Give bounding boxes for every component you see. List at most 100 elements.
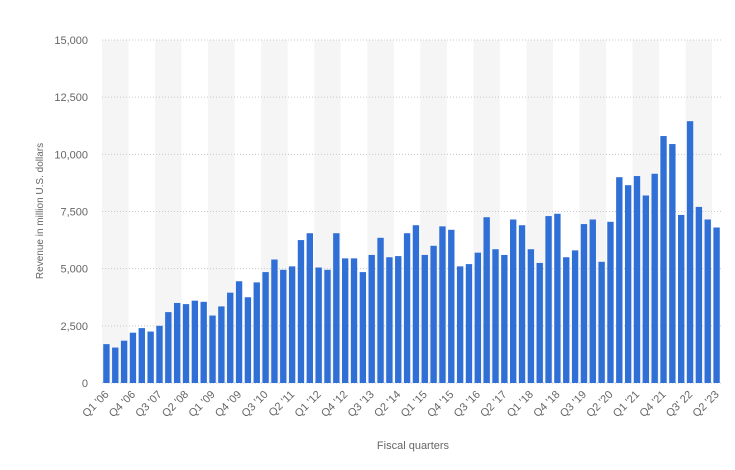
bar [280, 269, 287, 383]
bar [403, 233, 411, 383]
bar [147, 331, 154, 383]
bar [448, 229, 455, 383]
y-tick-label: 15,000 [54, 35, 88, 47]
x-tick-label: Q2 '14 [372, 389, 403, 420]
x-tick-label: Q1 '12 [293, 389, 324, 420]
y-tick-label: 12,500 [54, 92, 88, 104]
x-tick-label: Q1 '18 [505, 389, 536, 420]
bar [271, 259, 278, 383]
bar [616, 177, 623, 383]
bar [554, 213, 561, 383]
bar [297, 240, 305, 383]
bar [571, 250, 579, 383]
bar [129, 332, 137, 383]
x-tick-label: Q3 '16 [452, 389, 483, 420]
bar [713, 227, 720, 383]
bar [395, 256, 402, 383]
x-tick-label: Q1 '21 [611, 389, 642, 420]
bar [456, 266, 464, 383]
x-tick-label: Q1 '06 [80, 389, 111, 420]
bar [642, 195, 650, 383]
bar [412, 225, 420, 383]
bar [165, 312, 172, 383]
bar [589, 219, 596, 383]
bar [156, 325, 163, 383]
bar [377, 237, 384, 383]
x-tick-label: Q4 '12 [319, 389, 350, 420]
x-tick-label: Q2 '11 [267, 389, 298, 420]
x-tick-label: Q4 '21 [637, 389, 668, 420]
bar [359, 272, 367, 383]
x-tick-label: Q4 '06 [107, 389, 138, 420]
bar [695, 206, 703, 383]
bar [704, 219, 711, 383]
x-tick-label: Q2 '08 [160, 389, 191, 420]
bar [333, 233, 340, 383]
x-tick-label: Q2 '20 [584, 389, 615, 420]
bar [244, 297, 252, 383]
x-tick-label: Q4 '18 [531, 389, 562, 420]
bar [235, 281, 243, 383]
bar [536, 262, 543, 383]
bar [200, 301, 207, 383]
x-tick-label: Q3 '13 [346, 389, 377, 420]
bar [563, 257, 570, 383]
bar [501, 254, 508, 383]
bar [227, 292, 234, 383]
bar [651, 173, 658, 383]
bar [209, 315, 216, 383]
bar [324, 269, 331, 383]
bar [598, 261, 605, 383]
x-tick-label: Q3' 22 [664, 389, 695, 420]
y-tick-label: 0 [82, 378, 88, 390]
bar [341, 258, 349, 383]
bar [633, 176, 641, 383]
bar [492, 249, 499, 383]
bar [173, 302, 181, 383]
bar [430, 245, 437, 383]
bar [421, 254, 428, 383]
bar [678, 214, 685, 383]
bar [474, 252, 482, 383]
bar [315, 267, 322, 383]
x-tick-label: Q3 '07 [133, 389, 164, 420]
bar [545, 216, 552, 383]
bar [288, 266, 296, 383]
y-axis-title: Revenue in million U.S. dollars [35, 143, 46, 279]
bar [510, 219, 517, 383]
y-tick-label: 10,000 [54, 149, 88, 161]
bar [368, 254, 375, 383]
bar [191, 300, 199, 383]
bar [518, 225, 526, 383]
x-axis-title: Fiscal quarters [377, 440, 450, 452]
y-tick-label: 5,000 [60, 264, 88, 276]
x-tick-label: Q2 '17 [478, 389, 509, 420]
bar [262, 272, 269, 383]
bar [218, 306, 225, 383]
bar [103, 344, 110, 383]
x-tick-label: Q3 '19 [558, 389, 589, 420]
x-tick-label: Q2 '23 [691, 389, 722, 420]
y-tick-label: 7,500 [60, 207, 88, 219]
bar [527, 249, 535, 383]
bar [624, 185, 632, 383]
bar [439, 226, 446, 383]
x-tick-label: Q1 '15 [399, 389, 430, 420]
bar [182, 304, 190, 383]
bar [580, 224, 588, 383]
bar [465, 264, 473, 383]
stripe [102, 40, 129, 383]
x-tick-label: Q4 '15 [425, 389, 456, 420]
bar [112, 347, 119, 383]
bar [660, 136, 667, 383]
x-tick-label: Q4 '09 [213, 389, 244, 420]
bar [386, 257, 393, 383]
bar [483, 217, 490, 383]
y-tick-label: 2,500 [60, 321, 88, 333]
bar [350, 258, 358, 383]
bar [138, 328, 145, 383]
x-tick-label: Q1 '09 [186, 389, 217, 420]
bar [607, 221, 614, 383]
bar [686, 121, 694, 383]
